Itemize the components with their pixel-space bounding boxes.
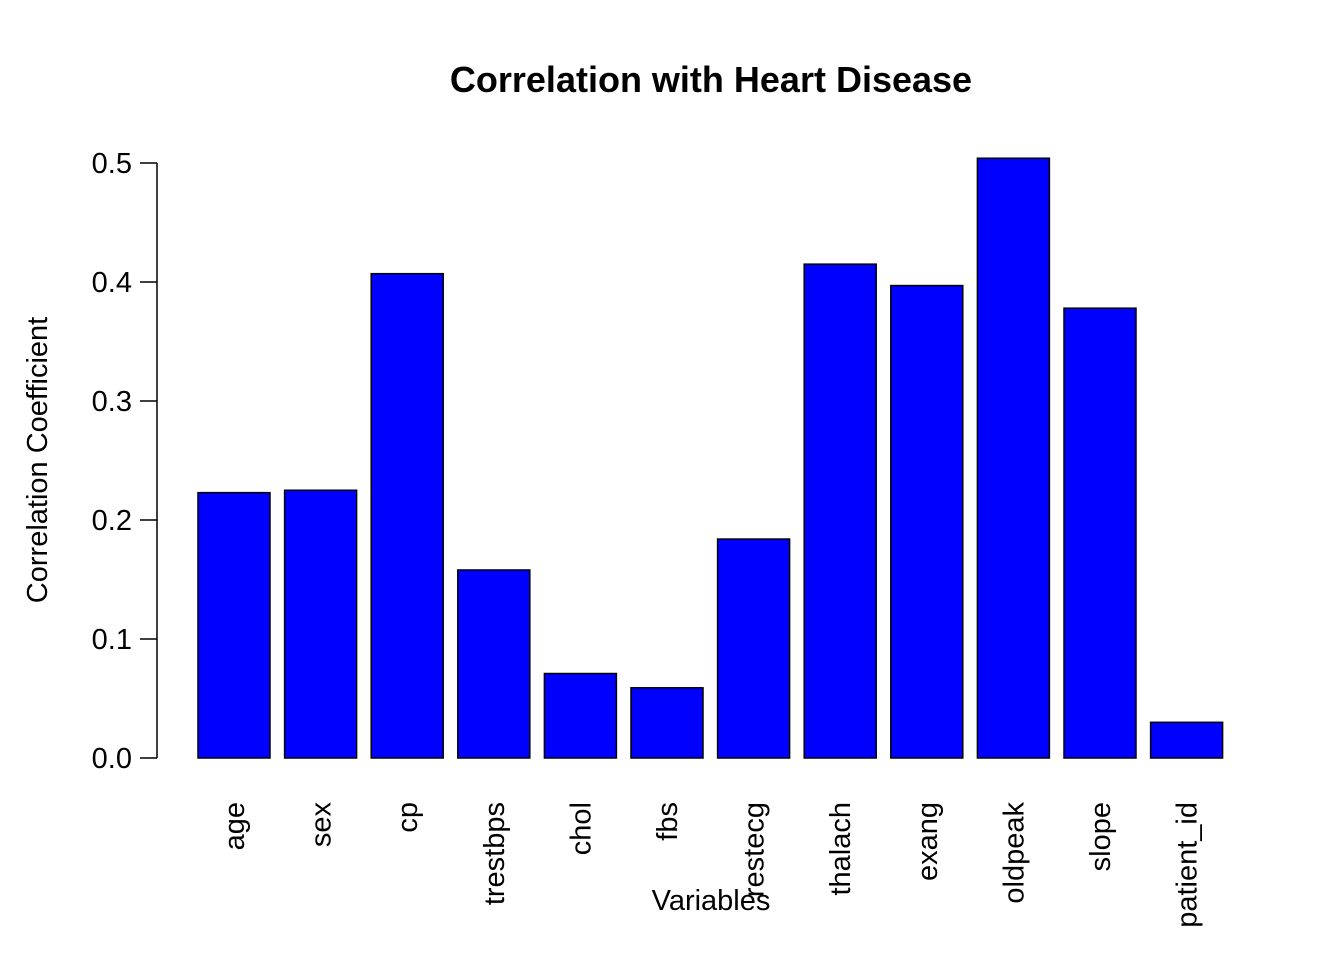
y-tick-label: 0.1 [92, 624, 132, 656]
x-tick-label: restecg [739, 802, 771, 897]
x-tick-label: cp [392, 802, 424, 833]
x-tick-label: slope [1085, 802, 1117, 871]
x-tick-label: thalach [825, 802, 857, 896]
x-tick-label: chol [565, 802, 597, 855]
x-axis-label: Variables [652, 885, 771, 917]
y-tick-label: 0.0 [92, 743, 132, 775]
bar-restecg [716, 538, 791, 759]
x-tick-label: patient_id [1172, 802, 1204, 928]
y-tick-label: 0.5 [92, 148, 132, 180]
x-tick-label: fbs [652, 802, 684, 841]
bar-thalach [803, 263, 877, 759]
bars [197, 157, 1224, 759]
x-tick-label: exang [912, 802, 944, 881]
chart-title: Correlation with Heart Disease [450, 59, 972, 100]
bar-exang [890, 284, 964, 759]
y-axis-label: Correlation Coefficient [22, 317, 54, 603]
bar-oldpeak [976, 157, 1051, 759]
bar-trestbps [457, 569, 531, 759]
x-tick-labels: age sex cp trestbps chol fbs restecg thalach exa… [219, 802, 1204, 928]
bar-fbs [630, 687, 704, 759]
bar-patient-id [1149, 721, 1224, 759]
bar-age [197, 491, 271, 759]
y-tick-label: 0.4 [92, 267, 132, 299]
bar-chol [543, 672, 618, 759]
x-tick-label: age [219, 802, 251, 850]
bar-cp [370, 272, 444, 759]
x-tick-label: trestbps [479, 802, 511, 905]
y-tick-label: 0.3 [92, 386, 132, 418]
x-tick-label: oldpeak [998, 802, 1030, 904]
bar-slope [1063, 307, 1137, 759]
x-tick-label: sex [306, 802, 338, 848]
y-axis: 0.0 0.1 0.2 0.3 0.4 0.5 [92, 148, 158, 775]
y-tick-label: 0.2 [92, 505, 132, 537]
bar-sex [283, 489, 358, 759]
